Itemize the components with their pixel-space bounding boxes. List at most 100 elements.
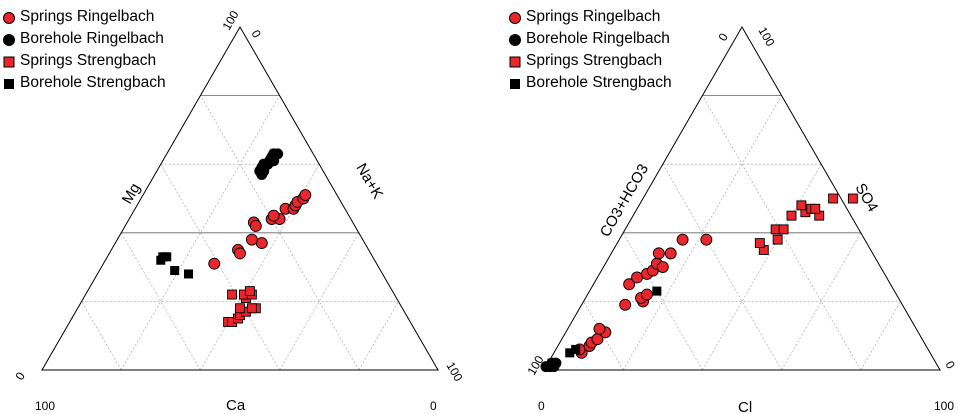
data-point-springs-ringelbach: [267, 209, 280, 222]
legend-item-springs-strengbach: Springs Strengbach: [508, 50, 672, 72]
legend-item-springs-ringelbach: Springs Ringelbach: [2, 6, 166, 28]
data-point-springs-strengbach: [244, 286, 255, 297]
cation-axis-label-left: Mg: [119, 180, 144, 207]
cation-tick-right-a: 0: [430, 399, 437, 413]
legend-item-borehole-ringelbach: Borehole Ringelbach: [508, 28, 672, 50]
legend-label: Springs Strengbach: [526, 52, 663, 69]
data-point-borehole-strengbach: [184, 269, 194, 279]
anion-tick-left-b: 0: [538, 399, 545, 413]
anion-triangle-frame: [543, 25, 941, 371]
red-square-icon: [2, 54, 16, 68]
data-point-springs-strengbach: [786, 210, 797, 221]
anion-tick-top-a: 0: [715, 30, 731, 43]
data-point-borehole-strengbach: [170, 266, 180, 276]
anion-tick-top-b: 100: [755, 25, 777, 50]
anion-axis-label-left: CO3+HCO3: [597, 161, 652, 240]
grid-line: [583, 301, 624, 371]
legend-label: Springs Ringelbach: [526, 8, 661, 25]
legend-item-borehole-strengbach: Borehole Strengbach: [508, 72, 672, 94]
anion-tick-right-b: 100: [934, 399, 954, 413]
data-point-borehole-strengbach: [545, 362, 555, 372]
data-point-borehole-strengbach: [565, 348, 575, 358]
data-point-springs-strengbach: [235, 303, 245, 314]
data-point-springs-ringelbach: [664, 247, 677, 260]
black-square-icon: [508, 76, 522, 90]
cation-axis-label-bottom: Ca: [226, 397, 246, 414]
grid-line: [622, 232, 703, 371]
anion-tick-right-a: 0: [942, 359, 958, 372]
cation-triangle-frame: [41, 25, 439, 371]
data-point-springs-ringelbach: [234, 247, 246, 260]
legend-label: Borehole Ringelbach: [526, 30, 670, 47]
data-point-springs-ringelbach: [631, 271, 644, 284]
red-circle-icon: [508, 10, 522, 24]
data-point-springs-strengbach: [810, 203, 821, 214]
data-point-springs-strengbach: [828, 193, 839, 204]
data-point-springs-ringelbach: [245, 233, 258, 246]
anion-grid: [583, 95, 901, 371]
data-point-springs-ringelbach: [255, 237, 268, 250]
grid-line: [120, 95, 280, 371]
legend-item-springs-strengbach: Springs Strengbach: [2, 50, 166, 72]
grid-line: [622, 95, 782, 371]
data-point-springs-strengbach: [796, 200, 807, 211]
data-point-springs-strengbach: [227, 289, 238, 300]
grid-line: [120, 232, 201, 371]
data-point-borehole-strengbach: [156, 255, 166, 265]
data-point-springs-strengbach: [754, 238, 765, 249]
data-point-borehole-strengbach: [162, 252, 172, 262]
cation-grid: [81, 95, 399, 371]
data-point-springs-ringelbach: [593, 322, 606, 335]
cation-tick-left-a: 0: [12, 369, 28, 382]
grid-line: [358, 301, 399, 371]
black-circle-icon: [508, 32, 522, 46]
legend-label: Springs Ringelbach: [20, 8, 155, 25]
red-circle-icon: [2, 10, 16, 24]
grid-line: [702, 95, 862, 371]
legend-label: Borehole Ringelbach: [20, 30, 164, 47]
data-point-borehole-ringelbach: [272, 148, 284, 160]
anion-legend: Springs Ringelbach Borehole Ringelbach S…: [508, 6, 672, 94]
cation-tick-right-b: 100: [443, 360, 465, 385]
grid-line: [702, 164, 822, 371]
black-circle-icon: [2, 32, 16, 46]
data-point-borehole-strengbach: [652, 286, 662, 296]
black-square-icon: [2, 76, 16, 90]
data-point-borehole-strengbach: [571, 344, 581, 354]
grid-line: [662, 164, 782, 371]
grid-line: [279, 232, 360, 371]
data-point-springs-ringelbach: [641, 288, 653, 301]
data-point-springs-ringelbach: [700, 233, 713, 246]
anion-tick-left-a: 100: [524, 353, 546, 378]
cation-tick-top-b: 0: [248, 28, 264, 41]
data-point-springs-ringelbach: [652, 247, 665, 260]
cation-axis-label-right: Na+K: [353, 161, 387, 202]
grid-line: [81, 301, 122, 371]
anion-data-points: [540, 193, 858, 373]
legend-item-springs-ringelbach: Springs Ringelbach: [508, 6, 672, 28]
data-point-springs-strengbach: [772, 234, 783, 245]
cation-tick-left-b: 100: [35, 399, 55, 413]
data-point-springs-ringelbach: [619, 298, 632, 311]
legend-item-borehole-strengbach: Borehole Strengbach: [2, 72, 166, 94]
grid-line: [860, 301, 901, 371]
legend-label: Borehole Strengbach: [526, 74, 672, 91]
red-square-icon: [508, 54, 522, 68]
cation-legend: Springs Ringelbach Borehole Ringelbach S…: [2, 6, 166, 94]
data-point-springs-strengbach: [778, 224, 789, 235]
data-point-springs-ringelbach: [676, 233, 689, 246]
grid-line: [200, 95, 360, 371]
legend-label: Springs Strengbach: [20, 52, 157, 69]
data-point-springs-ringelbach: [623, 278, 636, 291]
legend-label: Borehole Strengbach: [20, 74, 166, 91]
data-point-springs-ringelbach: [208, 257, 221, 270]
legend-item-borehole-ringelbach: Borehole Ringelbach: [2, 28, 166, 50]
data-point-springs-strengbach: [847, 193, 858, 204]
anion-axis-label-bottom: Cl: [738, 399, 752, 414]
data-point-springs-ringelbach: [299, 189, 312, 202]
data-point-springs-ringelbach: [249, 219, 262, 232]
grid-line: [781, 232, 862, 371]
data-point-springs-strengbach: [246, 303, 257, 314]
data-point-springs-ringelbach: [656, 261, 669, 274]
